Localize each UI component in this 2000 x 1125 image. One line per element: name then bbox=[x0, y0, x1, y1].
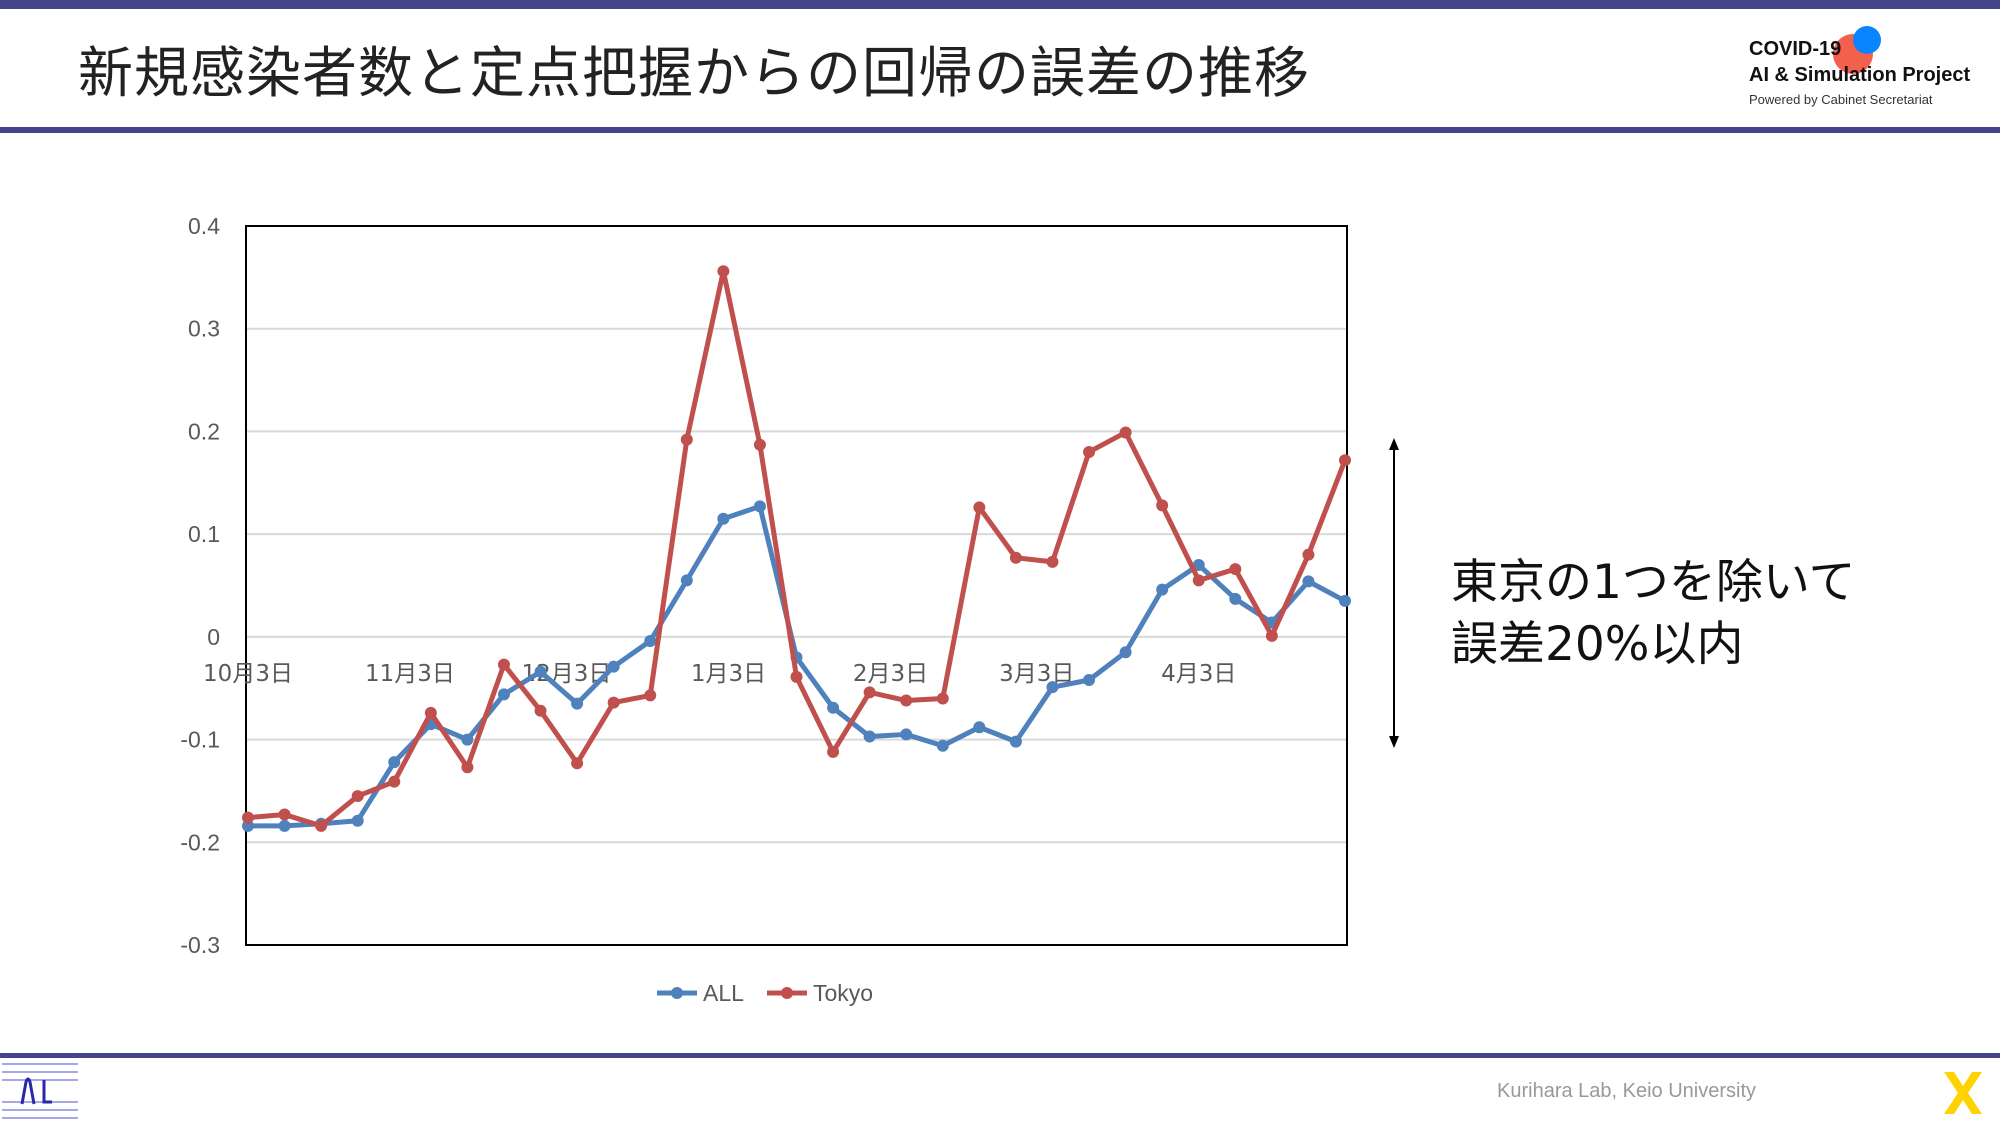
annotation-text: 東京の1つを除いて 誤差20%以内 bbox=[1451, 552, 1856, 676]
x-tick-label: 11月3日 bbox=[365, 661, 455, 687]
data-point bbox=[973, 501, 986, 514]
data-point bbox=[717, 265, 730, 278]
data-point bbox=[278, 819, 291, 832]
legend: ALL Tokyo bbox=[657, 980, 873, 1006]
footer-divider bbox=[0, 1053, 2000, 1058]
data-point bbox=[1265, 629, 1278, 642]
data-point bbox=[717, 512, 730, 525]
data-point bbox=[388, 775, 401, 788]
logo-line-3: Powered by Cabinet Secretariat bbox=[1749, 92, 1933, 107]
y-tick-label: 0 bbox=[207, 624, 220, 650]
data-point bbox=[753, 500, 766, 513]
page-title: 新規感染者数と定点把握からの回帰の誤差の推移 bbox=[78, 41, 1311, 105]
plot-frame bbox=[245, 225, 1348, 946]
data-point bbox=[973, 721, 986, 734]
data-point bbox=[1339, 594, 1351, 607]
covid-ai-project-logo: COVID-19 AI & Simulation Project Powered… bbox=[1749, 26, 1989, 114]
data-point bbox=[1192, 574, 1205, 587]
data-point bbox=[1119, 646, 1132, 659]
x-tick-label: 1月3日 bbox=[691, 661, 766, 687]
data-point bbox=[497, 658, 510, 671]
range-arrow bbox=[1389, 438, 1399, 748]
data-point bbox=[827, 701, 840, 714]
annotation-line-1: 東京の1つを除いて bbox=[1451, 555, 1856, 610]
data-point bbox=[1119, 426, 1132, 439]
data-point bbox=[351, 790, 364, 803]
data-point bbox=[278, 808, 291, 821]
data-point bbox=[680, 433, 693, 446]
data-point bbox=[1192, 558, 1205, 571]
legend-label: Tokyo bbox=[813, 980, 873, 1006]
data-point bbox=[1083, 673, 1096, 686]
data-point bbox=[461, 761, 474, 774]
data-point bbox=[497, 688, 510, 701]
data-point bbox=[863, 686, 876, 699]
data-point bbox=[1302, 548, 1315, 561]
data-point bbox=[644, 634, 657, 647]
y-tick-label: -0.2 bbox=[180, 829, 220, 855]
data-point bbox=[607, 660, 620, 673]
y-tick-label: 0.3 bbox=[188, 316, 220, 342]
y-tick-label: -0.3 bbox=[180, 932, 220, 958]
data-point bbox=[461, 733, 474, 746]
data-point bbox=[1339, 454, 1351, 467]
x-tick-label: 4月3日 bbox=[1161, 661, 1236, 687]
data-point bbox=[1083, 445, 1096, 458]
logo-line-1: COVID-19 bbox=[1749, 38, 1842, 60]
data-point bbox=[242, 811, 254, 824]
data-point bbox=[424, 706, 437, 719]
data-point bbox=[1229, 592, 1242, 605]
data-point bbox=[753, 438, 766, 451]
data-point bbox=[900, 694, 913, 707]
legend-marker bbox=[781, 987, 793, 999]
footer-credit: Kurihara Lab, Keio University bbox=[1497, 1080, 1757, 1102]
header-divider bbox=[0, 127, 2000, 133]
x-tick-label: 3月3日 bbox=[999, 661, 1074, 687]
top-accent-bar bbox=[0, 0, 2000, 9]
ai-lab-logo: AI bbox=[2, 1063, 78, 1119]
legend-marker bbox=[671, 987, 683, 999]
x-tick-label: 10月3日 bbox=[203, 661, 293, 687]
y-tick-label: 0.4 bbox=[188, 213, 220, 239]
data-point bbox=[1046, 555, 1059, 568]
data-point bbox=[571, 697, 584, 710]
data-point bbox=[571, 757, 584, 770]
data-point bbox=[644, 689, 657, 702]
data-point bbox=[534, 704, 547, 717]
data-point bbox=[1229, 563, 1242, 576]
data-point bbox=[315, 819, 328, 832]
data-point bbox=[607, 696, 620, 709]
data-point bbox=[790, 670, 803, 683]
x-tick-label: 2月3日 bbox=[853, 661, 928, 687]
data-point bbox=[1009, 735, 1022, 748]
data-point bbox=[827, 745, 840, 758]
annotation-line-2: 誤差20%以内 bbox=[1451, 617, 1744, 672]
data-point bbox=[242, 819, 254, 832]
y-tick-label: -0.1 bbox=[180, 727, 220, 753]
data-point bbox=[680, 574, 693, 587]
logo-blue-circle bbox=[1853, 26, 1881, 54]
y-tick-label: 0.2 bbox=[188, 418, 220, 444]
data-point bbox=[1156, 499, 1169, 512]
data-point bbox=[534, 665, 547, 678]
data-point bbox=[1046, 681, 1059, 694]
series-line bbox=[247, 268, 1348, 829]
x-yellow-logo bbox=[1944, 1072, 1982, 1114]
data-point bbox=[388, 756, 401, 769]
legend-label: ALL bbox=[703, 980, 744, 1006]
data-point bbox=[936, 692, 949, 705]
ai-logo-text: AI bbox=[40, 1096, 42, 1099]
data-point bbox=[1009, 551, 1022, 564]
data-point bbox=[863, 730, 876, 743]
data-point bbox=[1302, 575, 1315, 588]
y-tick-label: 0.1 bbox=[188, 521, 220, 547]
data-point bbox=[1156, 583, 1169, 596]
series-tokyo bbox=[242, 265, 1351, 832]
data-point bbox=[900, 728, 913, 741]
logo-line-2: AI & Simulation Project bbox=[1749, 64, 1971, 86]
data-point bbox=[351, 814, 364, 827]
data-point bbox=[936, 739, 949, 752]
